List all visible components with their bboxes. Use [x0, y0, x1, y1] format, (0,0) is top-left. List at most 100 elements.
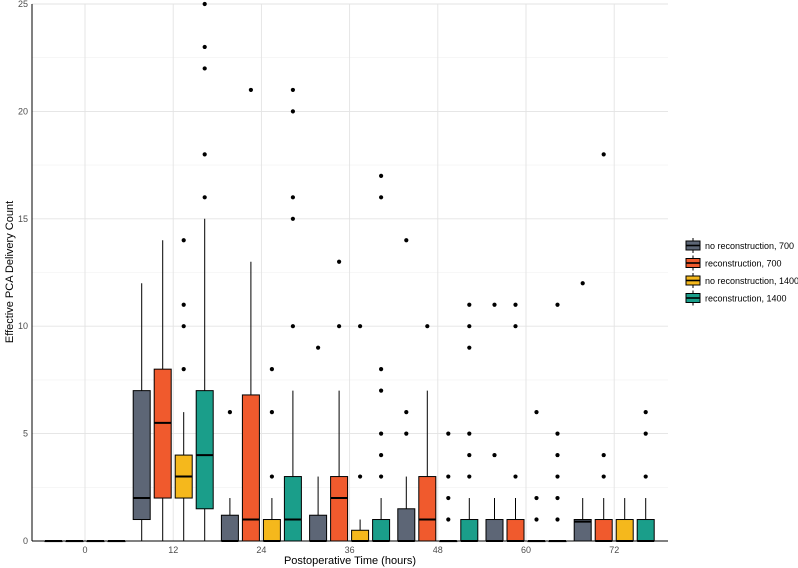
legend-item: no reconstruction, 1400	[685, 273, 798, 288]
outlier-point	[534, 517, 539, 522]
x-tick-label: 60	[521, 545, 531, 555]
box	[351, 529, 370, 542]
outlier-point	[290, 195, 295, 200]
outlier-point	[379, 474, 384, 479]
outlier-point	[446, 431, 451, 436]
outlier-point	[290, 87, 295, 93]
outlier-point	[513, 474, 518, 479]
box-group	[351, 324, 370, 542]
outlier-point	[404, 410, 409, 415]
outlier-point	[358, 324, 363, 329]
outlier-point	[248, 87, 253, 93]
outlier-point	[202, 1, 207, 7]
outlier-point	[181, 367, 186, 372]
legend-label: reconstruction, 700	[705, 259, 782, 269]
box	[397, 508, 416, 542]
legend-item: no reconstruction, 700	[685, 238, 794, 253]
outlier-point	[467, 324, 472, 329]
outlier-point	[181, 324, 186, 329]
box-group	[195, 1, 214, 541]
legend-item: reconstruction, 1400	[685, 290, 787, 306]
outlier-point	[513, 302, 518, 307]
outlier-point	[404, 431, 409, 436]
y-tick-label: 5	[23, 429, 28, 439]
y-tick-label: 20	[18, 106, 28, 116]
outlier-point	[290, 216, 295, 221]
box	[132, 390, 151, 521]
outlier-point	[446, 495, 451, 501]
outlier-point	[492, 302, 497, 307]
outlier-point	[269, 474, 274, 479]
x-tick-label: 72	[609, 545, 619, 555]
y-axis-title: Effective PCA Delivery Count	[4, 201, 16, 343]
grid	[32, 3, 668, 542]
x-tick-label: 36	[345, 545, 355, 555]
x-tick-label: 12	[168, 545, 178, 555]
outlier-point	[467, 431, 472, 436]
outlier-point	[643, 410, 648, 415]
box-group	[372, 173, 391, 542]
box	[220, 514, 239, 542]
outlier-point	[379, 452, 384, 458]
x-tick-label: 0	[82, 545, 87, 555]
outlier-point	[580, 281, 585, 286]
box-group	[397, 238, 416, 542]
box-group	[594, 152, 613, 542]
outlier-point	[467, 452, 472, 458]
y-tick-label: 15	[18, 214, 28, 224]
box	[636, 519, 655, 542]
box-group	[573, 281, 592, 542]
outlier-point	[467, 302, 472, 307]
outlier-point	[181, 238, 186, 243]
outlier-point	[513, 324, 518, 329]
outlier-point	[202, 195, 207, 200]
outlier-point	[555, 302, 560, 307]
box	[153, 368, 172, 499]
box-group	[439, 431, 458, 543]
outlier-point	[446, 517, 451, 522]
outlier-point	[601, 152, 606, 157]
box-group	[527, 410, 546, 543]
outlier-point	[534, 410, 539, 415]
outlier-point	[467, 474, 472, 479]
outlier-point	[601, 474, 606, 479]
outlier-point	[643, 474, 648, 479]
outlier-point	[337, 324, 342, 329]
box	[195, 390, 214, 510]
box-group	[174, 238, 193, 541]
box	[372, 519, 391, 542]
outlier-point	[379, 173, 384, 178]
box-group	[548, 302, 567, 543]
outlier-point	[202, 44, 207, 50]
box	[594, 519, 613, 542]
box	[573, 519, 592, 542]
outlier-point	[446, 474, 451, 479]
outlier-point	[269, 367, 274, 372]
box-group	[330, 259, 349, 542]
box-group	[262, 367, 281, 542]
outlier-point	[534, 495, 539, 501]
box-group	[153, 240, 172, 541]
box	[309, 514, 328, 542]
axes: 0 5 10 15 20 25 0 12 24 36 48 60 72	[18, 0, 668, 555]
legend-item: reconstruction, 700	[685, 255, 782, 271]
outlier-point	[555, 452, 560, 458]
y-tick-label: 25	[18, 0, 28, 9]
outlier-point	[269, 410, 274, 415]
outlier-point	[202, 152, 207, 157]
outlier-point	[467, 345, 472, 350]
outlier-point	[555, 474, 560, 479]
outlier-point	[202, 66, 207, 71]
y-tick-label: 0	[23, 536, 28, 546]
outlier-point	[555, 431, 560, 436]
x-tick-label: 24	[256, 545, 266, 555]
outlier-point	[555, 495, 560, 501]
outlier-point	[227, 410, 232, 415]
outlier-point	[290, 109, 295, 114]
box-group	[132, 283, 151, 541]
legend-label: no reconstruction, 700	[705, 241, 794, 251]
outlier-point	[181, 302, 186, 307]
legend-label: reconstruction, 1400	[705, 294, 787, 304]
outlier-point	[337, 259, 342, 264]
box	[330, 476, 349, 542]
